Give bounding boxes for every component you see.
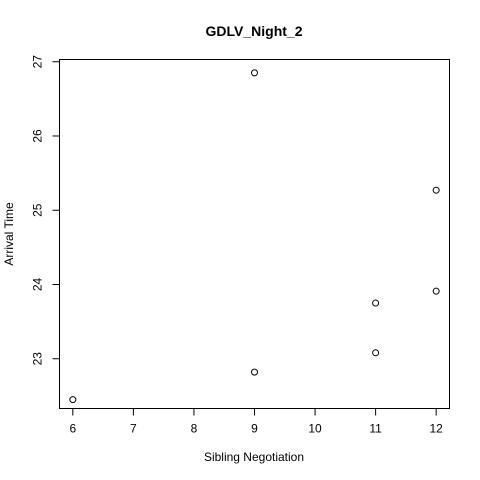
data-point (69, 396, 77, 404)
y-tick-label: 23 (31, 352, 45, 366)
x-tick-label: 12 (429, 422, 443, 436)
data-points (69, 69, 440, 404)
x-tick-label: 8 (191, 422, 198, 436)
y-tick-label: 26 (31, 129, 45, 143)
x-axis: 6 7 8 9 10 11 12 (69, 408, 443, 436)
y-tick-label: 25 (31, 203, 45, 217)
data-point (432, 186, 440, 194)
plot-frame (59, 59, 450, 409)
y-tick-label: 27 (31, 55, 45, 69)
data-point (251, 368, 258, 376)
chart-title: GDLV_Night_2 (206, 23, 303, 39)
x-axis-label: Sibling Negotiation (204, 450, 304, 464)
data-point (432, 287, 440, 295)
x-tick-label: 11 (369, 422, 382, 436)
x-tick-label: 7 (130, 422, 137, 436)
data-point (251, 69, 258, 77)
x-tick-label: 9 (251, 422, 258, 436)
y-tick-label: 24 (31, 277, 45, 291)
data-point (372, 349, 380, 357)
x-tick-label: 6 (69, 422, 76, 436)
y-axis-label: Arrival Time (2, 202, 16, 266)
data-point (372, 299, 380, 307)
x-tick-label: 10 (308, 422, 322, 436)
y-axis: 23 24 25 26 27 (31, 55, 60, 366)
